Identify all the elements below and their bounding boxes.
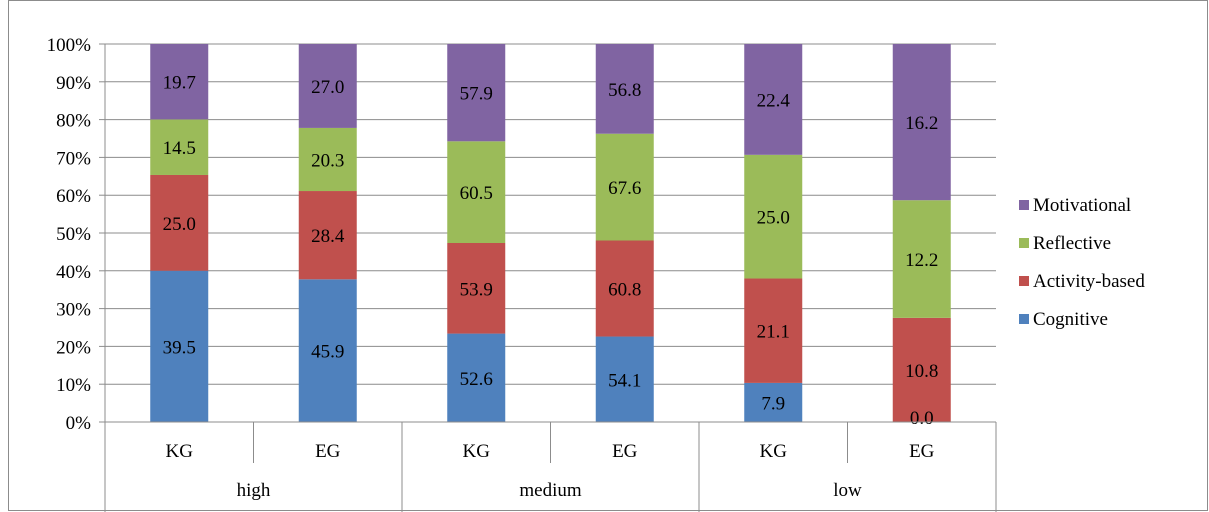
data-label: 60.8 [608, 280, 641, 301]
bar-segment-cognitive [150, 270, 209, 422]
bar-segment-cognitive [595, 336, 654, 422]
data-label: 28.4 [311, 226, 345, 247]
x-category-label: KG [760, 441, 788, 462]
chart-frame: 0% 10% 20% 30% 40% 50% 60% 70% 80% 90% 100% 39.5 25… [8, 0, 1208, 512]
bar-segment-motivational [595, 44, 654, 134]
y-tick-label: 80% [56, 111, 91, 132]
data-label: 56.8 [608, 80, 641, 101]
bar-segment-motivational [447, 44, 506, 142]
bar-segment-motivational [298, 44, 357, 128]
y-axis-ticks: 0% 10% 20% 30% 40% 50% 60% 70% 80% 90% 100% [47, 35, 92, 434]
legend-swatch [1019, 276, 1029, 286]
bar-segment-reflective [150, 119, 209, 175]
bar-segment-activity-based [744, 278, 803, 383]
data-label: 39.5 [163, 337, 196, 358]
bar-segment-reflective [447, 141, 506, 244]
x-category-label: KG [166, 441, 194, 462]
legend-entry: Activity-based [1033, 271, 1145, 292]
data-label: 27.0 [311, 77, 344, 98]
bar-segment-reflective [595, 133, 654, 241]
legend: Motivational Reflective Activity-based Cogn… [1019, 195, 1145, 330]
data-label: 67.6 [608, 178, 641, 199]
data-label: 57.9 [460, 84, 493, 105]
y-tick-label: 20% [56, 337, 91, 358]
x-category-label: EG [315, 441, 341, 462]
bar-segment-activity-based [595, 240, 654, 337]
legend-entry: Motivational [1033, 195, 1131, 216]
data-label: 52.6 [460, 369, 493, 390]
data-label: 0.0 [910, 408, 934, 429]
y-tick-label: 10% [56, 375, 91, 396]
data-label: 14.5 [163, 138, 196, 159]
bars [150, 44, 951, 422]
bar-segment-activity-based [150, 174, 209, 271]
data-label: 53.9 [460, 279, 493, 300]
bar-segment-motivational [744, 44, 803, 155]
y-tick-label: 100% [47, 35, 92, 56]
bar-segment-motivational [150, 44, 209, 120]
data-label: 20.3 [311, 150, 344, 171]
data-label: 7.9 [761, 393, 785, 414]
data-label: 21.1 [757, 322, 790, 343]
y-tick-label: 70% [56, 148, 91, 169]
data-label: 10.8 [905, 361, 938, 382]
stacked-bar-chart: 0% 10% 20% 30% 40% 50% 60% 70% 80% 90% 100% 39.5 25… [47, 35, 1145, 512]
bar-segment-cognitive [298, 279, 357, 422]
data-label: 12.2 [905, 250, 938, 271]
x-group-label: medium [519, 480, 581, 501]
y-tick-label: 0% [66, 413, 92, 434]
legend-entry: Reflective [1033, 233, 1111, 254]
x-category-label: EG [909, 441, 935, 462]
bar-segment-cognitive [447, 333, 506, 422]
data-label: 54.1 [608, 370, 641, 391]
bar-segment-reflective [744, 154, 803, 279]
gridlines [99, 43, 996, 423]
data-label: 22.4 [757, 90, 791, 111]
bar-segment-activity-based [447, 243, 506, 334]
legend-swatch [1019, 314, 1029, 324]
data-label: 25.0 [757, 208, 790, 229]
bar-segment-reflective [298, 127, 357, 192]
data-label: 25.0 [163, 214, 196, 235]
data-label: 19.7 [163, 73, 196, 94]
y-tick-label: 90% [56, 73, 91, 94]
y-tick-label: 40% [56, 262, 91, 283]
x-group-label: low [833, 480, 862, 501]
data-labels: 39.5 25.0 14.5 19.7 45.9 28.4 20.3 27.0 52.6 53.9… [163, 73, 939, 429]
data-label: 60.5 [460, 183, 493, 204]
x-category-label: KG [463, 441, 491, 462]
x-axis: KG EG KG EG KG EG high medium low [104, 421, 997, 512]
bar-segment-motivational [892, 44, 951, 201]
bar-segment-reflective [892, 200, 951, 318]
legend-swatch [1019, 200, 1029, 210]
bar-segment-activity-based [298, 191, 357, 280]
y-tick-label: 30% [56, 300, 91, 321]
y-tick-label: 60% [56, 186, 91, 207]
x-category-label: EG [612, 441, 638, 462]
bar-segment-activity-based [892, 317, 951, 422]
x-group-label: high [237, 480, 271, 501]
y-tick-label: 50% [56, 224, 91, 245]
legend-swatch [1019, 238, 1029, 248]
data-label: 45.9 [311, 342, 344, 363]
legend-entry: Cognitive [1033, 309, 1108, 330]
bar-segment-cognitive [744, 382, 803, 422]
data-label: 16.2 [905, 113, 938, 134]
